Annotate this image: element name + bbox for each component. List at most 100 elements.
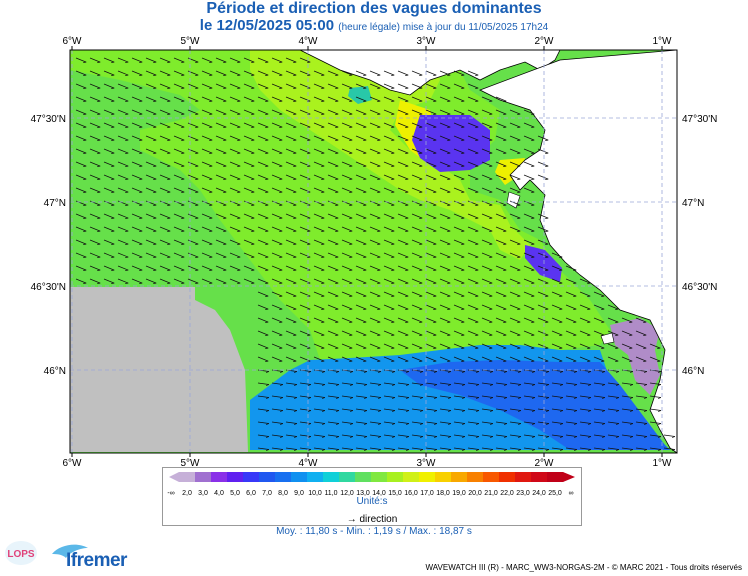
arrow-head	[279, 423, 284, 425]
direction-arrow	[425, 213, 437, 219]
direction-arrow	[243, 187, 255, 193]
direction-arrow	[579, 343, 591, 349]
direction-arrow	[593, 291, 605, 297]
arrow-head	[643, 449, 648, 451]
direction-arrow	[537, 226, 549, 232]
direction-arrow	[341, 291, 353, 297]
direction-arrow	[201, 122, 213, 128]
arrow-head	[531, 371, 536, 373]
direction-arrow	[285, 122, 297, 128]
direction-arrow	[523, 434, 535, 437]
direction-arrow	[383, 304, 395, 310]
arrow-head	[503, 371, 508, 373]
direction-arrow	[159, 239, 171, 245]
direction-arrow	[467, 265, 479, 271]
direction-arrow	[481, 317, 493, 323]
direction-arrow	[397, 239, 409, 245]
arrow-head	[475, 423, 480, 425]
direction-arrow	[313, 135, 325, 141]
direction-arrow	[425, 96, 437, 102]
direction-arrow	[523, 317, 535, 323]
legend-tick-label: 15,0	[388, 490, 402, 497]
direction-arrow	[145, 70, 157, 76]
direction-arrow	[89, 96, 101, 102]
direction-arrow	[439, 343, 451, 349]
direction-arrow	[299, 57, 311, 63]
direction-arrow	[355, 330, 367, 336]
arrow-head	[461, 410, 466, 412]
direction-arrow	[439, 226, 451, 232]
direction-arrow	[369, 278, 381, 284]
direction-arrow	[481, 434, 493, 437]
direction-arrow	[369, 161, 381, 167]
direction-arrow	[439, 70, 451, 76]
arrow-head	[615, 436, 620, 438]
arrow-head	[349, 423, 354, 425]
direction-arrow	[411, 70, 423, 76]
direction-arrow	[551, 291, 563, 297]
period-zone-9s	[400, 360, 670, 450]
direction-arrow	[299, 447, 311, 450]
direction-arrow	[593, 421, 605, 424]
direction-arrow	[565, 265, 577, 271]
direction-arrow	[299, 408, 311, 411]
arrow-head	[265, 384, 270, 386]
arrow-head	[489, 436, 494, 438]
direction-arrow	[103, 226, 115, 232]
direction-arrow	[467, 278, 479, 284]
direction-arrow	[467, 174, 479, 180]
direction-arrow	[565, 278, 577, 284]
direction-arrow	[131, 239, 143, 245]
legend-color-swatch	[499, 472, 516, 482]
arrow-head	[615, 384, 620, 386]
direction-arrow	[369, 421, 381, 424]
direction-arrow	[285, 434, 297, 437]
direction-arrow	[299, 330, 311, 336]
arrow-head	[671, 436, 676, 438]
arrow-head	[293, 410, 298, 412]
direction-arrow	[355, 395, 367, 398]
arrow-head	[377, 410, 382, 412]
direction-arrow	[509, 226, 521, 232]
direction-arrow	[383, 135, 395, 141]
direction-arrow	[537, 278, 549, 284]
direction-arrow	[257, 70, 269, 76]
forecast-date: le 12/05/2025 05:00	[199, 17, 335, 34]
direction-arrow	[285, 57, 297, 63]
direction-arrow	[201, 96, 213, 102]
legend-tick-label: 5,0	[230, 490, 240, 497]
direction-arrow	[537, 148, 549, 154]
direction-arrow	[201, 265, 213, 271]
direction-arrow	[201, 83, 213, 89]
direction-arrow	[369, 213, 381, 219]
direction-arrow	[411, 304, 423, 310]
arrow-head	[629, 436, 634, 438]
direction-arrow	[509, 265, 521, 271]
direction-arrow	[243, 239, 255, 245]
direction-arrow	[551, 317, 563, 323]
arrow-head	[657, 449, 662, 451]
direction-arrow	[229, 161, 241, 167]
direction-arrow	[369, 252, 381, 258]
direction-arrow	[299, 109, 311, 115]
direction-arrow	[453, 291, 465, 297]
direction-arrow	[117, 278, 129, 284]
direction-arrow	[383, 239, 395, 245]
direction-arrow	[285, 343, 297, 349]
direction-arrow	[159, 83, 171, 89]
direction-arrow	[271, 135, 283, 141]
direction-arrow	[201, 109, 213, 115]
direction-arrow	[243, 96, 255, 102]
direction-arrow	[159, 278, 171, 284]
direction-arrow	[537, 252, 549, 258]
direction-arrow	[579, 356, 591, 362]
direction-arrow	[411, 135, 423, 141]
arrow-head	[489, 449, 494, 451]
direction-arrow	[341, 278, 353, 284]
legend-direction: → direction	[163, 514, 581, 525]
legend-color-swatch	[403, 472, 420, 482]
direction-arrow	[523, 265, 535, 271]
legend-color-swatch	[227, 472, 244, 482]
arrow-head	[307, 384, 312, 386]
direction-arrow	[117, 96, 129, 102]
